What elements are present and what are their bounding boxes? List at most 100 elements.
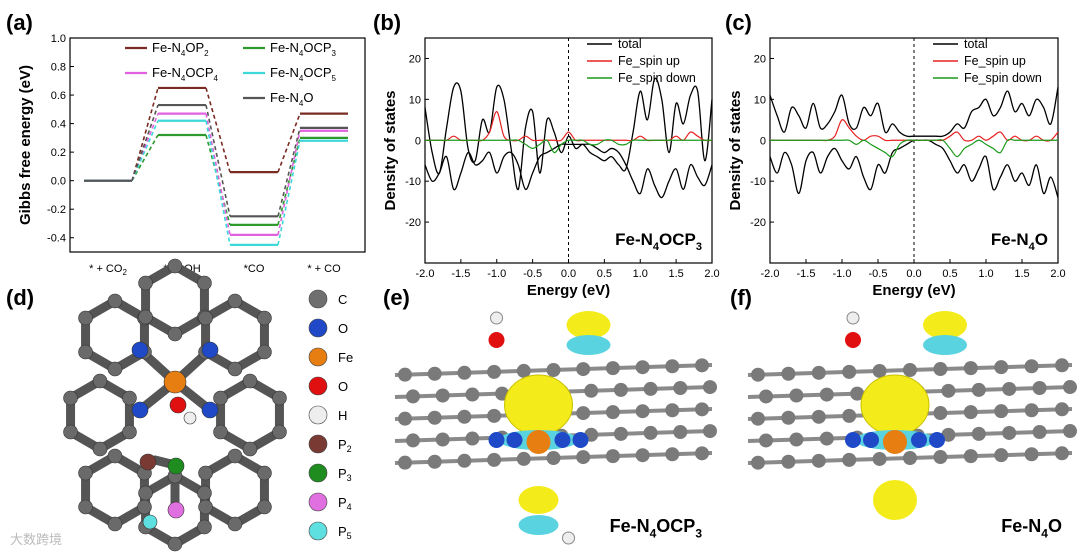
dos-chart-title: Fe-N4OCP3 xyxy=(615,230,702,253)
carbon-atom xyxy=(213,424,228,440)
nitrogen-atom xyxy=(488,432,505,448)
graphene-atom xyxy=(781,366,796,381)
carbon-atom xyxy=(272,390,287,406)
y-tick-label: -0.4 xyxy=(47,233,66,245)
graphene-atom xyxy=(635,404,650,419)
graphene-atom xyxy=(933,450,948,465)
carbon-atom xyxy=(242,441,258,457)
nitrogen-atom xyxy=(201,341,219,359)
energy-connector xyxy=(131,87,159,181)
graphene-atom xyxy=(398,455,412,470)
watermark-text: 大数跨境 xyxy=(10,532,62,547)
carbon-atom xyxy=(107,516,123,532)
carbon-atom xyxy=(137,499,152,515)
dos-legend: total Fe_spin up Fe_spin down xyxy=(933,37,1042,85)
y-tick-label: 10 xyxy=(754,94,766,106)
energy-connector xyxy=(205,134,231,226)
x-tick-label: 2.0 xyxy=(1050,268,1065,280)
x-tick-label: 0.5 xyxy=(942,268,957,280)
x-tick-label: 2.0 xyxy=(704,268,719,280)
carbon-atom xyxy=(107,448,123,464)
atom-legend-label: Fe xyxy=(338,350,353,365)
graphene-atom xyxy=(643,381,658,396)
carbon-atom xyxy=(78,310,93,326)
x-axis-title: Energy (eV) xyxy=(527,282,610,299)
graphene-atom xyxy=(695,358,709,373)
graphene-atom xyxy=(842,408,857,423)
graphene-atom xyxy=(872,363,887,378)
graphene-atom xyxy=(819,431,834,446)
x-tick-label: 0.0 xyxy=(906,268,921,280)
y-tick-label: 0.0 xyxy=(51,176,66,188)
carbon-atom xyxy=(197,519,212,535)
graphene-atom xyxy=(398,367,412,382)
x-tick-label: -1.5 xyxy=(451,268,470,280)
y-tick-label: 0.2 xyxy=(51,147,66,159)
energy-connector xyxy=(277,130,301,236)
charge-lobe-yellow xyxy=(873,480,917,520)
hydrogen-atom xyxy=(490,311,503,325)
graphene-atom xyxy=(457,365,472,380)
graphene-atom xyxy=(751,367,765,382)
graphene-atom xyxy=(487,452,502,467)
legend-label: Fe_spin up xyxy=(618,54,680,68)
panel-label-a: (a) xyxy=(6,10,33,35)
graphene-atom xyxy=(819,387,834,402)
graphene-atom xyxy=(933,406,948,421)
energy-series-P5 xyxy=(84,119,348,246)
x-tick-label: -1.0 xyxy=(487,268,506,280)
atom-legend-swatch xyxy=(308,405,328,425)
structure-label: Fe-N4OCP3 xyxy=(610,516,703,540)
graphene-atom xyxy=(613,426,628,441)
carbon-atom xyxy=(63,424,78,440)
graphene-atom xyxy=(1063,380,1077,395)
x-tick-label: -1.5 xyxy=(797,268,816,280)
graphene-atom xyxy=(941,427,956,442)
dos-legend: total Fe_spin up Fe_spin down xyxy=(587,37,696,85)
charge-lobe-yellow xyxy=(566,311,611,339)
graphene-atom xyxy=(903,363,917,377)
energy-series-P4 xyxy=(84,112,348,236)
graphene-atom xyxy=(971,426,986,441)
charge-lobe-yellow xyxy=(504,374,573,436)
panel-label-f: (f) xyxy=(730,285,752,310)
atom-legend-swatch xyxy=(308,434,328,454)
graphene-atom xyxy=(850,386,865,401)
graphene-atom xyxy=(516,451,531,466)
carbon-atom xyxy=(138,309,153,325)
charge-lobe-yellow xyxy=(860,374,930,436)
p4-atom xyxy=(167,501,185,519)
energy-connector xyxy=(277,127,301,217)
carbon-atom xyxy=(227,361,243,377)
charge-lobe-yellow xyxy=(518,486,559,514)
graphene-atom xyxy=(465,431,480,446)
x-tick-label: -0.5 xyxy=(523,268,542,280)
graphene-atom xyxy=(665,447,680,462)
graphene-atom xyxy=(703,424,717,439)
graphene-atom xyxy=(605,449,620,464)
energy-connector xyxy=(277,113,301,173)
atom-legend-label: P2 xyxy=(338,437,352,454)
energy-connector xyxy=(131,134,159,182)
carbon-atom xyxy=(198,499,213,515)
carbon-atom xyxy=(78,465,93,481)
carbon-atom xyxy=(167,536,183,552)
dos-series-total-down xyxy=(424,143,713,199)
atom-legend-label: O xyxy=(338,321,348,336)
legend-label: Fe_spin up xyxy=(964,54,1026,68)
carbon-atom xyxy=(257,310,272,326)
y-tick-label: -20 xyxy=(405,217,421,229)
graphene-atom xyxy=(1024,359,1039,374)
carbon-atom xyxy=(227,448,243,464)
nitrogen-atom xyxy=(572,432,589,448)
atom-legend-swatch xyxy=(308,376,328,396)
graphene-atom xyxy=(781,410,796,425)
atom-legend-label: O xyxy=(338,379,348,394)
legend-label: Fe-N4OCP4 xyxy=(152,65,219,83)
graphene-atom xyxy=(457,453,472,468)
charge-lobe-cyan xyxy=(566,335,611,355)
dos-series-total xyxy=(769,86,1059,138)
graphene-atom xyxy=(643,425,658,440)
